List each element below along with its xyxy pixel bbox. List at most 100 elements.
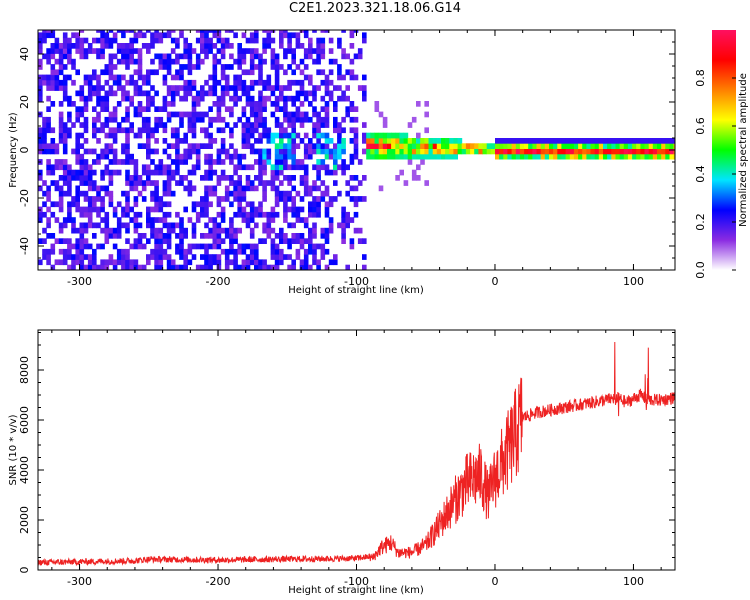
- heatmap-cell: [565, 153, 571, 160]
- heatmap-cell: [291, 138, 296, 144]
- heatmap-cell: [241, 206, 247, 213]
- heatmap-cell: [445, 148, 450, 155]
- heatmap-cell: [187, 185, 193, 192]
- heatmap-cell: [150, 227, 155, 234]
- heatmap-cell: [320, 69, 326, 76]
- heatmap-cell: [303, 217, 309, 223]
- heatmap-cell: [75, 201, 80, 208]
- heatmap-cell: [299, 122, 305, 128]
- heatmap-cell: [283, 238, 288, 244]
- heatmap-cell: [627, 143, 633, 149]
- heatmap-cell: [166, 185, 172, 192]
- heatmap-cell: [224, 233, 230, 239]
- heatmap-cell: [245, 122, 251, 128]
- heatmap-cell: [341, 138, 346, 144]
- heatmap-cell: [42, 248, 47, 255]
- heatmap-cell: [424, 138, 429, 144]
- heatmap-cell: [254, 30, 259, 33]
- heatmap-cell: [162, 74, 168, 81]
- heatmap-cell: [233, 233, 238, 239]
- heatmap-cell: [50, 43, 56, 49]
- heatmap-cell: [287, 132, 292, 139]
- heatmap-cell: [449, 148, 454, 155]
- heatmap-cell: [661, 143, 666, 149]
- heatmap-cell: [249, 106, 255, 112]
- heatmap-cell: [195, 116, 201, 123]
- heatmap-cell: [141, 106, 147, 112]
- heatmap-cell: [200, 85, 205, 91]
- heatmap-cell: [279, 64, 284, 70]
- heatmap-cell: [295, 248, 301, 255]
- heatmap-cell: [245, 259, 251, 266]
- heatmap-cell: [540, 148, 546, 155]
- heatmap-cell: [220, 43, 226, 49]
- heatmap-cell: [295, 106, 301, 112]
- heatmap-cell: [125, 106, 130, 112]
- heatmap-cell: [108, 175, 114, 181]
- heatmap-cell: [50, 264, 56, 270]
- heatmap-cell: [195, 101, 201, 107]
- heatmap-cell: [224, 122, 230, 128]
- heatmap-cell: [87, 175, 93, 181]
- heatmap-cell: [183, 43, 188, 49]
- heatmap-cell: [116, 101, 122, 107]
- heatmap-cell: [287, 95, 292, 102]
- heatmap-cell: [204, 248, 209, 255]
- heatmap-cell: [615, 153, 621, 160]
- heatmap-cell: [129, 153, 134, 160]
- heatmap-cell: [324, 164, 330, 171]
- heatmap-cell: [611, 153, 616, 160]
- heatmap-cell: [553, 148, 558, 155]
- heatmap-cell: [249, 211, 255, 218]
- heatmap-cell: [187, 122, 193, 128]
- heatmap-cell: [62, 248, 68, 255]
- heatmap-cell: [200, 264, 205, 270]
- heatmap-cell: [312, 233, 317, 239]
- heatmap-cell: [141, 43, 147, 49]
- heatmap-cell: [108, 143, 114, 149]
- heatmap-cell: [204, 222, 209, 229]
- heatmap-cell: [179, 248, 184, 255]
- heatmap-cell: [129, 206, 134, 213]
- heatmap-cell: [108, 259, 114, 266]
- heatmap-cell: [62, 180, 68, 186]
- heatmap-cell: [669, 148, 675, 155]
- heatmap-cell: [154, 264, 159, 270]
- heatmap-cell: [83, 222, 89, 229]
- heatmap-cell: [312, 164, 317, 171]
- heatmap-cell: [133, 180, 139, 186]
- heatmap-cell: [191, 143, 197, 149]
- heatmap-cell: [150, 69, 155, 76]
- heatmap-cell: [283, 101, 288, 107]
- heatmap-cell: [312, 85, 317, 91]
- heatmap-cell: [38, 259, 43, 266]
- heatmap-cell: [175, 233, 180, 239]
- heatmap-cell: [578, 148, 583, 155]
- heatmap-cell: [245, 143, 251, 149]
- heatmap-cell: [229, 30, 234, 33]
- heatmap-cell: [490, 148, 496, 155]
- heatmap-cell: [308, 74, 313, 81]
- heatmap-cell: [357, 180, 363, 186]
- heatmap-cell: [83, 74, 89, 81]
- heatmap-cell: [112, 159, 118, 165]
- heatmap-cell: [374, 148, 380, 155]
- heatmap-cell: [154, 122, 159, 128]
- heatmap-cell: [112, 53, 118, 60]
- heatmap-cell: [137, 243, 143, 250]
- heatmap-cell: [146, 95, 151, 102]
- heatmap-cell: [532, 153, 537, 160]
- heatmap-cell: [328, 37, 334, 44]
- heatmap-cell: [75, 259, 80, 266]
- heatmap-cell: [154, 138, 159, 144]
- heatmap-cell: [220, 37, 226, 44]
- heatmap-cell: [245, 164, 251, 171]
- heatmap-cell: [615, 138, 621, 144]
- heatmap-cell: [627, 153, 633, 160]
- heatmap-cell: [303, 169, 309, 176]
- heatmap-cell: [245, 85, 251, 91]
- heatmap-cell: [170, 222, 176, 229]
- heatmap-cell: [79, 243, 85, 250]
- heatmap-cell: [104, 132, 110, 139]
